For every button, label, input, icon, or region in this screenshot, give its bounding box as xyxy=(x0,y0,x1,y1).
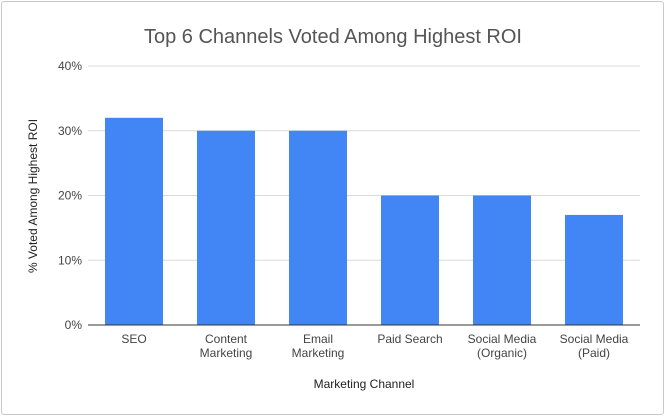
y-tick-label: 40% xyxy=(58,59,82,73)
x-axis-label: Marketing Channel xyxy=(314,377,415,391)
y-tick-label: 10% xyxy=(58,253,82,267)
chart-title: Top 6 Channels Voted Among Highest ROI xyxy=(144,26,522,48)
bar xyxy=(197,130,255,325)
bar xyxy=(473,195,531,325)
x-tick-label: Social Media (Paid) xyxy=(560,332,629,360)
x-tick-label: Email Marketing xyxy=(292,332,345,360)
bar xyxy=(381,195,439,325)
x-tick-label: SEO xyxy=(121,332,146,346)
x-tick-label: Content Marketing xyxy=(200,332,253,360)
y-axis-label: % Voted Among Highest ROI xyxy=(26,119,40,273)
x-tick-label: Paid Search xyxy=(377,332,442,346)
bar xyxy=(105,117,163,325)
bar xyxy=(289,130,347,325)
bar xyxy=(565,214,623,325)
y-tick-label: 0% xyxy=(65,318,83,332)
x-tick-label: Social Media (Organic) xyxy=(468,332,537,360)
y-tick-label: 20% xyxy=(58,189,82,203)
y-tick-label: 30% xyxy=(58,124,82,138)
